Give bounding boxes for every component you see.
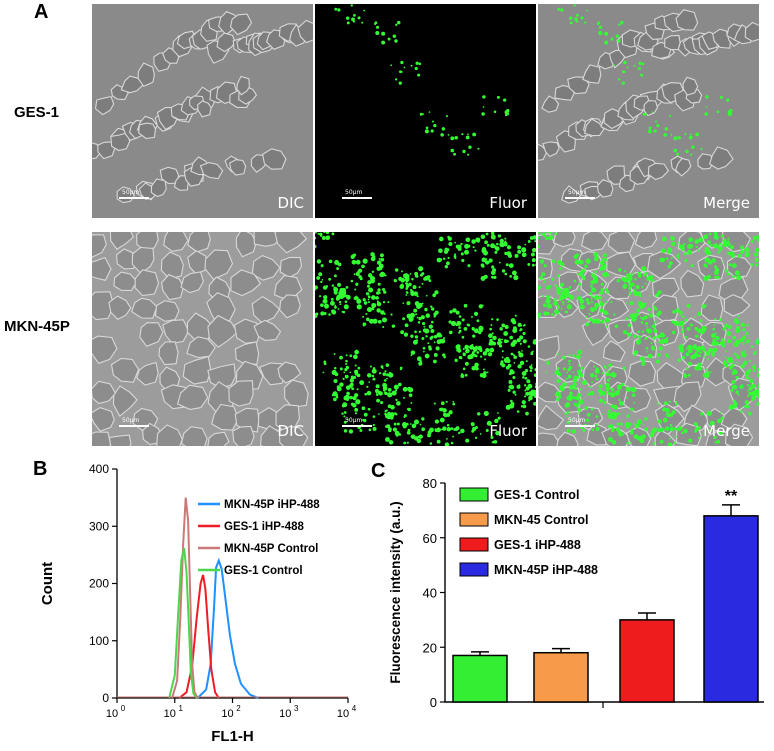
- bar: [452, 654, 508, 703]
- scale-bar-label: 50μm: [345, 189, 363, 196]
- scale-bar-label: 50μm: [345, 417, 363, 424]
- panel-label-b: B: [33, 458, 48, 480]
- scale-bar: [342, 197, 372, 199]
- histogram-series-line: [171, 497, 199, 699]
- legend-label: MKN-45 Control: [494, 513, 588, 527]
- micrograph-mkn45p-dic: DIC 50μm: [92, 232, 313, 446]
- micrograph-ges1-merge: Merge 50μm: [538, 4, 759, 218]
- micrograph-channel-label: DIC: [277, 194, 304, 212]
- scale-bar-label: 50μm: [122, 417, 140, 424]
- x-tick-label: 10: [221, 708, 233, 720]
- y-tick-label: 40: [423, 586, 437, 601]
- histogram-series-line: [168, 547, 198, 699]
- histogram-series-line: [196, 557, 259, 699]
- y-axis-label: Count: [39, 562, 56, 605]
- x-tick-label: 10: [279, 708, 291, 720]
- legend-label: GES-1 iHP-488: [494, 538, 581, 552]
- legend-swatch: [459, 562, 489, 577]
- micrograph-ges1-fluor: Fluor 50μm: [315, 4, 536, 218]
- x-tick-label: 10: [164, 708, 176, 720]
- legend-label: MKN-45P Control: [224, 543, 318, 555]
- scale-bar: [565, 197, 595, 199]
- scale-bar: [119, 197, 149, 199]
- panel-label-a: A: [34, 1, 49, 23]
- legend-label: MKN-45P iHP-488: [224, 499, 320, 511]
- micrograph-channel-label: DIC: [277, 422, 304, 440]
- legend-label: MKN-45P iHP-488: [494, 563, 598, 577]
- y-tick-label: 0: [102, 691, 109, 705]
- scale-bar-label: 50μm: [568, 189, 586, 196]
- bar: [703, 515, 759, 703]
- row-label-ges1: GES-1: [14, 104, 60, 121]
- y-tick-label: 80: [423, 476, 437, 491]
- fluorescence-bar-chart: 0 20 40 60 80 ** GES-1 Control MKN-45 Control GE…: [388, 476, 764, 710]
- micrograph-mkn45p-fluor: Fluor 50μm: [315, 232, 536, 446]
- x-tick-exponent: 4: [352, 704, 357, 713]
- legend-label: GES-1 Control: [494, 488, 579, 502]
- legend-swatch: [459, 487, 489, 502]
- micrograph-channel-label: Merge: [703, 422, 750, 440]
- y-tick-label: 100: [89, 634, 109, 648]
- row-label-mkn45p: MKN-45P: [4, 318, 70, 335]
- micrograph-channel-label: Fluor: [489, 422, 527, 440]
- micrograph-channel-label: Merge: [703, 194, 750, 212]
- legend-swatch: [459, 512, 489, 527]
- scale-bar: [342, 425, 372, 427]
- micrograph-channel-label: Fluor: [489, 194, 527, 212]
- scale-bar-label: 50μm: [122, 189, 140, 196]
- scale-bar: [119, 425, 149, 427]
- legend-swatch: [459, 537, 489, 552]
- legend-label: GES-1 iHP-488: [224, 521, 304, 533]
- x-tick-exponent: 1: [179, 704, 184, 713]
- bar: [619, 619, 675, 703]
- y-tick-label: 200: [89, 577, 109, 591]
- x-tick-label: 10: [106, 708, 118, 720]
- x-tick-exponent: 2: [236, 704, 241, 713]
- micrograph-mkn45p-merge: Merge 50μm: [538, 232, 759, 446]
- x-tick-exponent: 3: [294, 704, 299, 713]
- y-tick-label: 0: [430, 695, 437, 710]
- significance-annotation: **: [725, 488, 738, 505]
- x-tick-label: 10: [337, 708, 349, 720]
- y-tick-label: 300: [89, 519, 109, 533]
- scale-bar: [565, 425, 595, 427]
- y-tick-label: 20: [423, 640, 437, 655]
- x-tick-exponent: 0: [121, 704, 126, 713]
- panel-label-c: C: [371, 460, 386, 482]
- micrograph-ges1-dic: DIC 50μm: [92, 4, 313, 218]
- y-tick-label: 60: [423, 531, 437, 546]
- x-axis-label: FL1-H: [211, 728, 254, 745]
- bar: [533, 651, 589, 703]
- scale-bar-label: 50μm: [568, 417, 586, 424]
- y-axis-label: Fluorescence intensity (a.u.): [388, 501, 403, 683]
- y-tick-label: 400: [89, 462, 109, 476]
- legend-label: GES-1 Control: [224, 565, 303, 577]
